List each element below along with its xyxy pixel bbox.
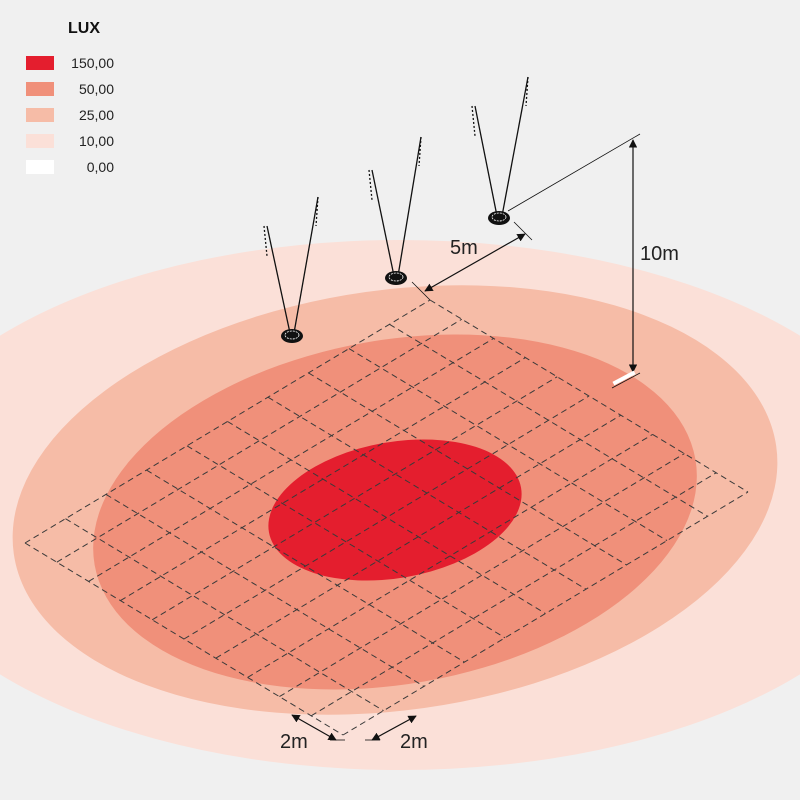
light-poles xyxy=(263,76,529,334)
grid-x-label: 2m xyxy=(280,731,308,753)
pole-left xyxy=(263,196,319,334)
grid-line xyxy=(215,414,622,659)
grid-line xyxy=(308,372,627,566)
legend-row-150: 150,00 xyxy=(26,50,136,76)
ground-grid xyxy=(24,299,749,736)
legend-row-10: 10,00 xyxy=(26,128,136,154)
grid-line xyxy=(429,299,749,493)
legend-title: LUX xyxy=(68,20,100,37)
lux-legend: LUX 150,00 50,00 25,00 10,00 0,00 xyxy=(26,20,136,180)
grid-line xyxy=(310,472,717,717)
legend-label: 50,00 xyxy=(78,81,114,97)
isolux-zones xyxy=(0,240,800,770)
fixture-icon xyxy=(385,271,407,285)
pole-right xyxy=(471,76,529,217)
grid-line xyxy=(65,518,384,712)
grid-line xyxy=(24,299,431,544)
grid-line xyxy=(56,318,463,563)
grid-line xyxy=(279,453,685,698)
grid-line xyxy=(348,348,668,542)
grid-line xyxy=(227,421,546,614)
grid-y-label: 2m xyxy=(400,731,428,753)
pole-spacing-dimension xyxy=(411,221,533,301)
legend-swatch xyxy=(26,108,54,122)
fixture-icon xyxy=(281,329,303,343)
grid-line xyxy=(120,357,526,602)
grid-line xyxy=(88,337,494,582)
grid-line xyxy=(247,433,653,678)
legend-swatch xyxy=(26,134,54,148)
light-fixtures xyxy=(281,211,510,343)
legend-swatch xyxy=(26,82,54,96)
legend-label: 0,00 xyxy=(86,159,114,175)
zone-150-lux xyxy=(268,439,522,581)
legend-row-25: 25,00 xyxy=(26,102,136,128)
grid-line xyxy=(342,491,749,736)
height-label: 10m xyxy=(640,243,679,265)
pole-spacing-label: 5m xyxy=(450,237,478,259)
legend-swatch xyxy=(26,56,54,70)
pole-middle xyxy=(368,136,422,277)
grid-line xyxy=(186,445,506,639)
grid-line xyxy=(151,376,558,621)
grid-line xyxy=(389,323,708,517)
grid-line xyxy=(183,395,590,640)
height-dimension xyxy=(507,133,641,389)
legend-label: 150,00 xyxy=(71,55,114,71)
fixture-icon xyxy=(488,211,510,225)
legend-row-50: 50,00 xyxy=(26,76,136,102)
legend-label: 10,00 xyxy=(78,133,114,149)
legend-row-0: 0,00 xyxy=(26,154,136,180)
grid-dimension-right xyxy=(365,715,417,741)
grid-dimension-left xyxy=(291,714,345,741)
grid-line xyxy=(267,396,587,590)
legend-label: 25,00 xyxy=(78,107,114,123)
legend-swatch xyxy=(26,160,54,174)
